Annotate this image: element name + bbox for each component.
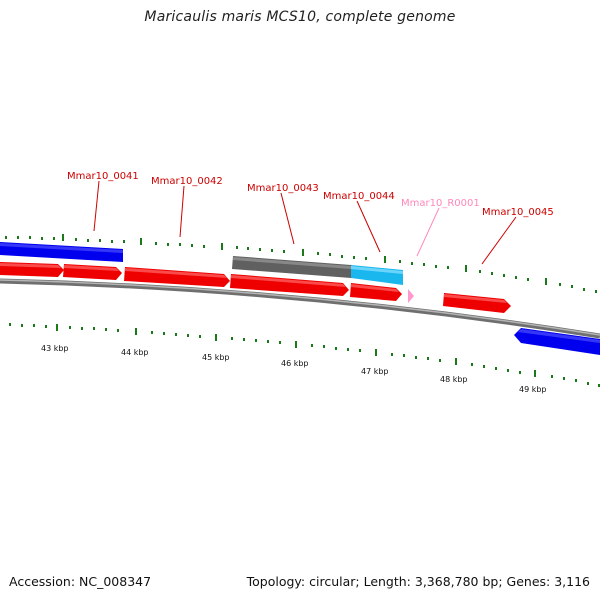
- middle-feature-track: [0, 262, 511, 313]
- outer-feature-track: [0, 242, 403, 285]
- kbp-label: 44 kbp: [121, 348, 149, 357]
- gene-label[interactable]: Mmar10_0045: [482, 207, 554, 218]
- accession-text: Accession: NC_008347: [9, 574, 152, 589]
- inner-tick-ring: [9, 323, 600, 387]
- label-leaders: [93, 180, 517, 265]
- gene-label[interactable]: Mmar10_R0001: [401, 198, 480, 209]
- genome-backbone: [0, 278, 600, 339]
- gene-arrow[interactable]: [514, 328, 600, 355]
- genome-summary: Topology: circular; Length: 3,368,780 bp…: [246, 574, 590, 589]
- gene-label[interactable]: Mmar10_0041: [67, 171, 139, 182]
- outer-tick-ring: [5, 234, 597, 293]
- kbp-label: 49 kbp: [519, 385, 547, 394]
- gene-label[interactable]: Mmar10_0043: [247, 183, 319, 194]
- kbp-label: 43 kbp: [41, 344, 69, 353]
- kbp-label: 45 kbp: [202, 353, 230, 362]
- kbp-label: 47 kbp: [361, 367, 389, 376]
- kbp-label: 46 kbp: [281, 359, 309, 368]
- gene-label[interactable]: Mmar10_0044: [323, 191, 395, 202]
- rna-marker[interactable]: [408, 289, 414, 303]
- gene-label[interactable]: Mmar10_0042: [151, 176, 223, 187]
- genome-title: Maricaulis maris MCS10, complete genome: [144, 9, 456, 25]
- inner-feature-track: [514, 328, 600, 355]
- kbp-label: 48 kbp: [440, 375, 468, 384]
